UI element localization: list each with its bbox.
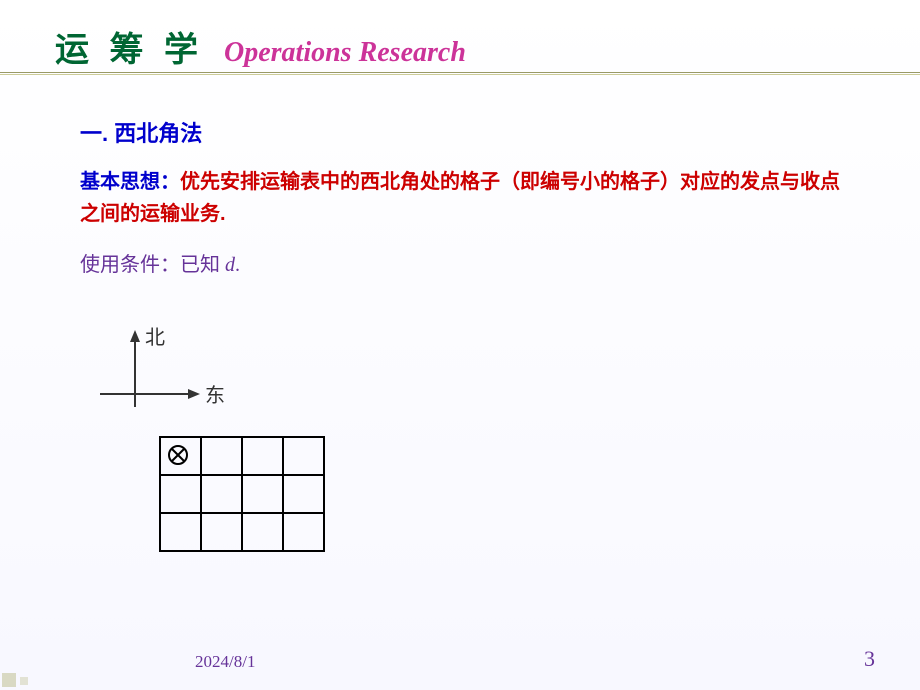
grid-table [160,437,324,551]
idea-text: 优先安排运输表中的西北角处的格子（即编号小的格子）对应的发点与收点之间的运输业务… [80,171,840,225]
header-divider [0,72,920,75]
east-label: 东 [205,384,225,407]
condition-period: . [235,254,240,276]
east-arrowhead [188,389,200,399]
northwest-diagram: 北 东 [90,322,340,572]
title-chinese: 运 筹 学 [55,22,204,71]
idea-separator: ： [160,171,180,193]
idea-label: 基本思想 [80,171,160,193]
title-english: Operations Research [224,37,466,69]
slide-content: 一. 西北角法 基本思想：优先安排运输表中的西北角处的格子（即编号小的格子）对应… [0,81,920,572]
condition-variable: d [225,254,235,276]
condition-line: 使用条件：已知 d. [80,248,840,277]
north-arrowhead [130,330,140,342]
footer-date: 2024/8/1 [195,652,255,672]
slide-root: 运 筹 学 Operations Research 一. 西北角法 基本思想：优… [0,0,920,690]
north-label: 北 [145,326,165,349]
section-title: 一. 西北角法 [80,116,840,148]
corner-decoration [0,635,55,690]
diagram-svg: 北 东 [90,322,340,572]
condition-label: 使用条件：已知 [80,254,225,276]
footer-page-number: 3 [864,646,875,672]
basic-idea-paragraph: 基本思想：优先安排运输表中的西北角处的格子（即编号小的格子）对应的发点与收点之间… [80,166,840,230]
slide-header: 运 筹 学 Operations Research [0,0,920,81]
